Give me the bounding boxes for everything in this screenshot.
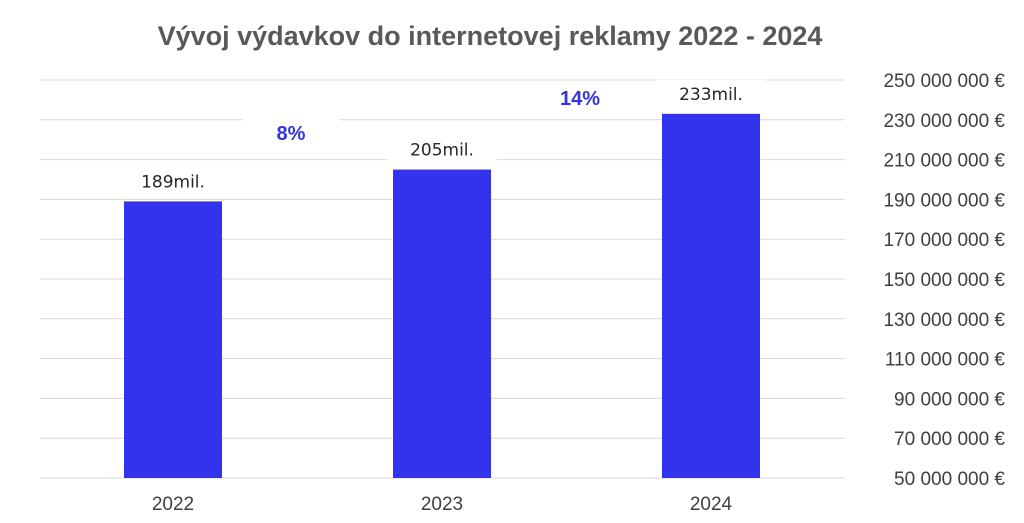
data-label: 189mil. [141,172,205,192]
y-tick-label: 190 000 000 € [883,190,1005,211]
y-tick-label: 210 000 000 € [883,151,1005,172]
y-axis: 50 000 000 € 70 000 000 € 90 000 000 € 110 … [883,71,1005,490]
growth-label-backing [243,116,339,150]
y-tick-label: 90 000 000 € [894,389,1005,410]
y-tick-label: 230 000 000 € [883,111,1005,132]
bar-2024 [662,113,760,478]
data-label-backing [387,135,497,164]
growth-label: 14% [560,88,600,110]
y-tick-label: 170 000 000 € [883,230,1005,251]
bar-2023 [393,169,491,479]
y-tick-label: 250 000 000 € [883,71,1005,92]
growth-label: 8% [277,123,306,145]
x-tick-label: 2022 [152,494,194,515]
y-tick-label: 50 000 000 € [894,469,1005,490]
data-label: 233mil. [679,85,743,105]
y-tick-label: 70 000 000 € [894,429,1005,450]
x-axis: 2022 2023 2024 [152,494,733,515]
chart-title: Vývoj výdavkov do internetovej reklamy 2… [158,21,823,51]
y-tick-label: 130 000 000 € [883,310,1005,331]
y-tick-label: 150 000 000 € [883,270,1005,291]
growth-label-backing [532,81,628,115]
data-label: 205mil. [410,141,474,161]
x-tick-label: 2023 [421,494,463,515]
data-label-backing [118,167,228,196]
y-tick-label: 110 000 000 € [885,350,1006,371]
bar-2022 [124,201,222,478]
x-tick-label: 2024 [690,494,733,515]
bars [118,79,766,479]
growth-labels: 8% 14% [243,81,628,150]
data-labels: 189mil. 205mil. 233mil. [141,85,743,193]
data-label-backing [656,79,766,108]
